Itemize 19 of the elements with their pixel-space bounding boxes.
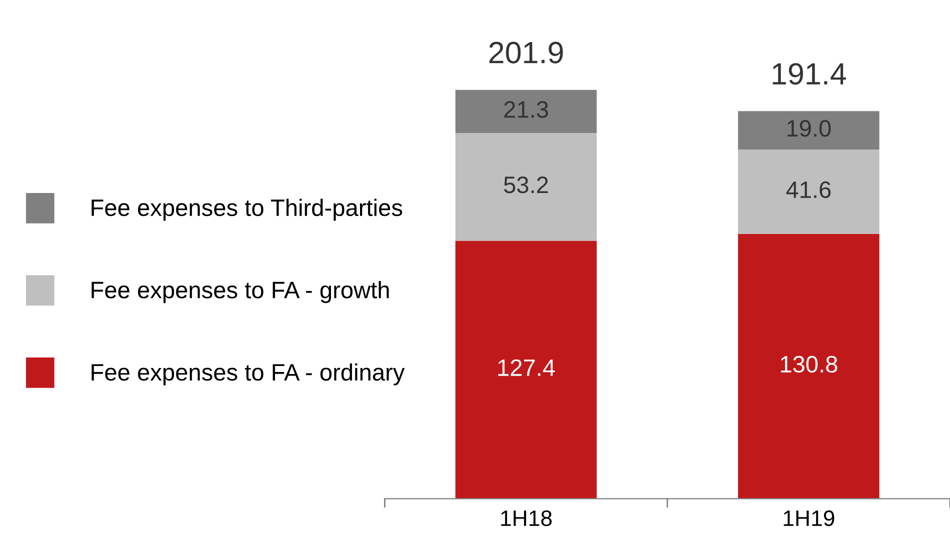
legend-label: Fee expenses to FA - growth	[92, 281, 389, 304]
legend-label: Fee expenses to FA - ordinary	[92, 363, 405, 386]
data-label: 53.2	[504, 176, 548, 194]
bar	[455, 90, 597, 134]
total-label: 201.9	[489, 42, 563, 64]
data-label: 19.0	[788, 120, 831, 137]
data-label: 41.6	[786, 181, 831, 198]
data-label: 127.4	[498, 359, 555, 376]
bar	[455, 240, 597, 499]
legend-label: Fee expenses to Third-parties	[92, 198, 402, 221]
bar	[455, 133, 597, 241]
data-label: 21.3	[504, 101, 548, 118]
bar	[738, 111, 880, 150]
x-tick-label: 1H19	[784, 510, 834, 526]
x-tick-label: 1H18	[501, 510, 552, 526]
data-label: 130.8	[780, 356, 838, 373]
bar	[738, 234, 880, 499]
bar	[738, 150, 880, 234]
total-label: 191.4	[772, 63, 846, 85]
